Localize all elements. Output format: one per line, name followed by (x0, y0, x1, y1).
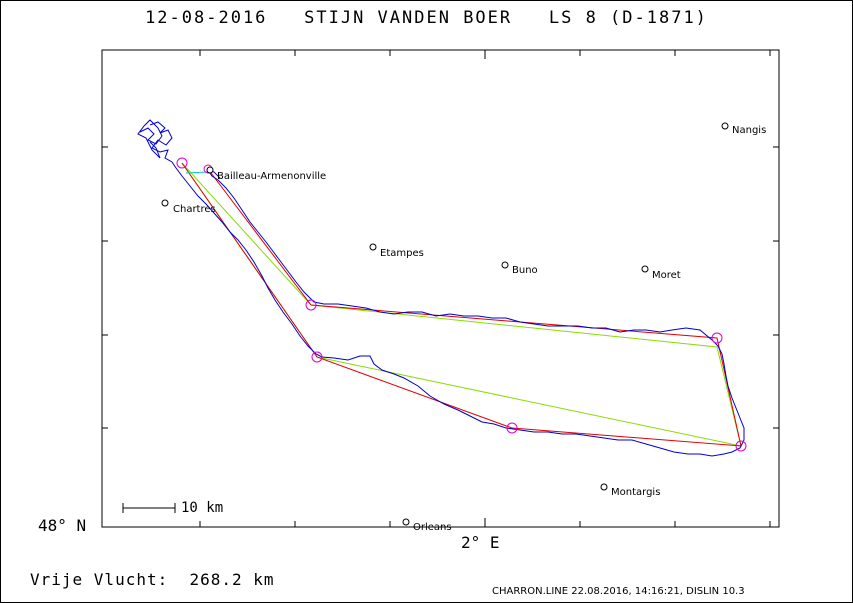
longitude-label: 2° E (461, 533, 500, 552)
turnpoint-4 (735, 440, 747, 452)
town-chartres: Chartres (161, 199, 216, 215)
axis-ticks (102, 50, 779, 527)
turnpoint-6 (311, 351, 323, 363)
town-marker-icon (501, 261, 509, 269)
distance-summary: Vrije Vlucht: 268.2 km (30, 570, 275, 589)
start-line (185, 171, 209, 174)
turnpoint-2 (305, 299, 317, 311)
latitude-label: 48° N (38, 516, 87, 535)
pilot-name: STIJN VANDEN BOER (304, 8, 513, 28)
svg-text:Etampes: Etampes (380, 248, 424, 259)
town-marker-icon (161, 199, 169, 207)
town-bailleau: Bailleau-Armenonville (206, 166, 326, 182)
towns: Nangis Bailleau-Armenonville Chartres Et… (161, 122, 766, 533)
svg-text:Chartres: Chartres (173, 204, 216, 215)
town-marker-icon (600, 483, 608, 491)
turnpoint-start (176, 157, 188, 169)
town-marker-icon (402, 518, 410, 526)
turnpoint-5 (506, 422, 518, 434)
svg-text:Bailleau-Armenonville: Bailleau-Armenonville (217, 171, 326, 182)
town-buno: Buno (501, 261, 538, 276)
plot-border (101, 49, 780, 528)
gps-track (149, 121, 745, 457)
town-marker-icon (206, 166, 214, 174)
town-montargis: Montargis (600, 483, 660, 498)
svg-text:Montargis: Montargis (611, 487, 660, 498)
town-etampes: Etampes (369, 243, 424, 259)
svg-text:Buno: Buno (512, 265, 538, 276)
svg-text:Orleans: Orleans (413, 522, 452, 533)
map-title: 12-08-2016 STIJN VANDEN BOER LS 8 (D-187… (0, 8, 853, 28)
distance-label: Vrije Vlucht: (30, 570, 169, 589)
scale-bar (122, 503, 176, 513)
town-nangis: Nangis (721, 122, 766, 136)
turnpoint-3 (711, 332, 723, 344)
program-info: CHARRON.LINE 22.08.2016, 14:16:21, DISLI… (492, 586, 745, 597)
town-orleans: Orleans (402, 518, 452, 533)
town-marker-icon (369, 243, 377, 251)
town-marker-icon (641, 265, 649, 273)
distance-value: 268.2 km (189, 570, 275, 589)
svg-text:Nangis: Nangis (732, 125, 766, 136)
town-marker-icon (721, 122, 729, 130)
gps-track-cluster (137, 119, 163, 159)
glider-id: LS 8 (D-1871) (548, 8, 708, 28)
scale-bar-label: 10 km (181, 500, 224, 516)
optimized-route (181, 162, 742, 447)
turnpoints (176, 157, 747, 452)
task-route (181, 162, 742, 447)
svg-text:Moret: Moret (652, 270, 681, 281)
town-moret: Moret (641, 265, 681, 281)
flight-date: 12-08-2016 (145, 8, 268, 28)
